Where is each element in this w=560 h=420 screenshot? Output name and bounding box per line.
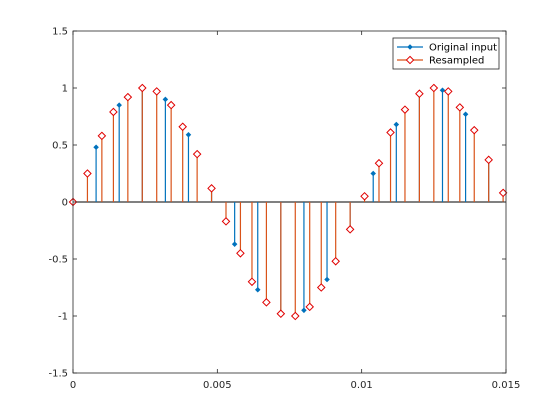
y-tick-label: -1.5 <box>48 369 68 380</box>
data-point <box>331 256 340 266</box>
data-point <box>152 87 162 96</box>
data-point <box>137 83 147 93</box>
data-point <box>469 125 479 135</box>
legend: Original input Resampled <box>392 37 500 70</box>
data-point <box>231 241 238 247</box>
data-point <box>443 87 453 96</box>
data-point <box>305 302 315 312</box>
x-tick-label: 0.01 <box>351 380 373 391</box>
data-point <box>254 287 261 293</box>
data-point <box>236 248 245 258</box>
legend-marker <box>405 55 415 65</box>
data-point <box>93 144 99 151</box>
data-point <box>360 191 369 201</box>
data-point <box>415 89 424 99</box>
data-point <box>455 103 465 112</box>
y-tick-label: 0 <box>62 198 68 209</box>
data-point <box>192 149 202 159</box>
data-point <box>484 155 493 165</box>
data-point <box>429 83 439 93</box>
legend-entry-2: Resampled <box>397 56 484 67</box>
data-point <box>162 96 169 103</box>
data-point <box>178 122 188 132</box>
series-2 <box>68 83 508 321</box>
data-point <box>386 128 395 137</box>
data-point <box>301 307 307 314</box>
data-point <box>83 169 92 178</box>
y-tick-label: 1.5 <box>52 27 68 38</box>
data-point <box>123 92 133 102</box>
data-point <box>498 188 508 198</box>
data-point <box>262 298 271 307</box>
y-tick-label: 1 <box>62 84 68 95</box>
data-point <box>109 107 118 117</box>
y-tick-label: -0.5 <box>48 255 68 266</box>
data-point <box>276 309 286 319</box>
data-point <box>345 225 355 234</box>
data-point <box>97 131 107 141</box>
data-point <box>290 311 300 321</box>
data-point <box>207 184 216 193</box>
data-point <box>462 111 469 117</box>
data-point <box>116 102 122 108</box>
data-point <box>221 217 231 226</box>
x-tick-label: 0 <box>70 380 76 391</box>
legend-box <box>392 37 500 70</box>
y-tick-label: -1 <box>58 312 68 323</box>
data-point <box>439 87 446 94</box>
legend-label: Original input <box>429 43 497 54</box>
x-tick-label: 0.015 <box>492 380 521 391</box>
data-point <box>393 121 400 128</box>
data-point <box>374 158 384 168</box>
data-point <box>316 283 326 292</box>
x-tick-label: 0.005 <box>203 380 232 391</box>
data-point <box>166 100 176 110</box>
data-point <box>370 170 376 177</box>
data-point <box>185 131 192 138</box>
data-point <box>400 105 410 114</box>
data-point <box>247 277 257 287</box>
y-tick-label: 0.5 <box>52 141 68 152</box>
legend-entry-1: Original input <box>397 43 497 54</box>
legend-marker <box>407 44 413 50</box>
legend-label: Resampled <box>429 56 484 67</box>
data-point <box>324 276 330 283</box>
